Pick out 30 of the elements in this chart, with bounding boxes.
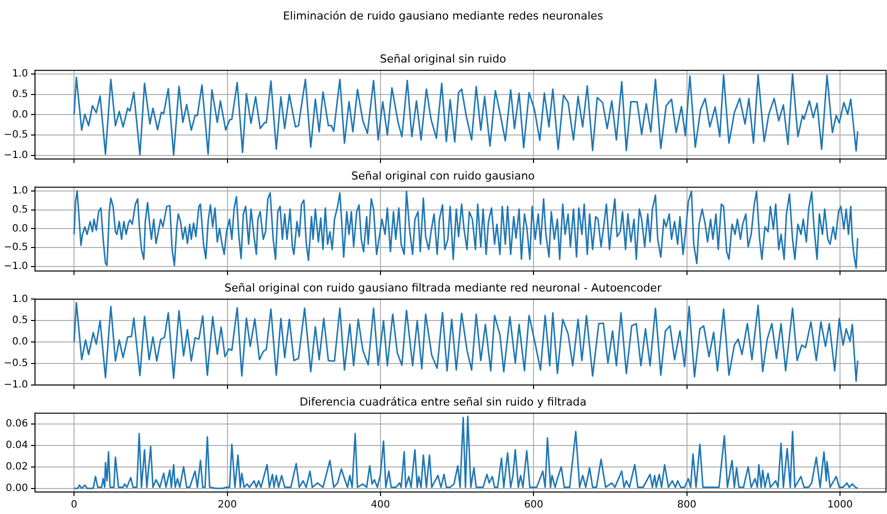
y-tick-label: −1.0 (4, 261, 28, 272)
y-tick-label: −0.5 (4, 358, 28, 370)
x-tick-label: 1000 (827, 500, 853, 511)
x-tick-label: 0 (70, 500, 78, 511)
y-tick-label: 0.0 (12, 336, 28, 348)
y-tick-label: 1.0 (12, 294, 28, 305)
chart-title: Diferencia cuadrática entre señal sin ruido y filtrada (300, 395, 586, 408)
x-tick-label: 200 (218, 500, 237, 511)
y-tick-label: 0.02 (6, 461, 28, 472)
y-tick-label: −1.0 (4, 380, 28, 391)
y-tick-label: 0.5 (12, 315, 28, 326)
y-tick-label: −0.5 (4, 130, 28, 141)
chart-title: Eliminación de ruido gausiano mediante redes neuronales (282, 9, 604, 22)
y-tick-label: 0.5 (12, 204, 28, 216)
y-tick-label: 1.0 (12, 186, 28, 197)
y-tick-label: −1.0 (4, 150, 28, 161)
chart-title: Señal original con ruido gausiano (351, 169, 536, 182)
y-tick-label: 1.0 (12, 68, 28, 80)
y-tick-label: 0.5 (12, 88, 28, 100)
y-tick-label: −0.5 (4, 242, 28, 254)
y-tick-label: 0.04 (6, 440, 28, 451)
y-tick-label: 0.0 (12, 223, 28, 234)
chart-title: Señal original con ruido gausiano filtrada mediante red neuronal - Autoencoder (224, 281, 662, 294)
x-tick-label: 400 (370, 500, 390, 511)
y-tick-label: 0.06 (6, 418, 28, 430)
x-tick-label: 800 (677, 500, 696, 511)
y-tick-label: 0.0 (12, 109, 28, 120)
chart-subtitle: Señal original sin ruido (380, 52, 506, 66)
y-tick-label: 0.00 (6, 482, 28, 494)
x-tick-label: 600 (524, 500, 544, 511)
